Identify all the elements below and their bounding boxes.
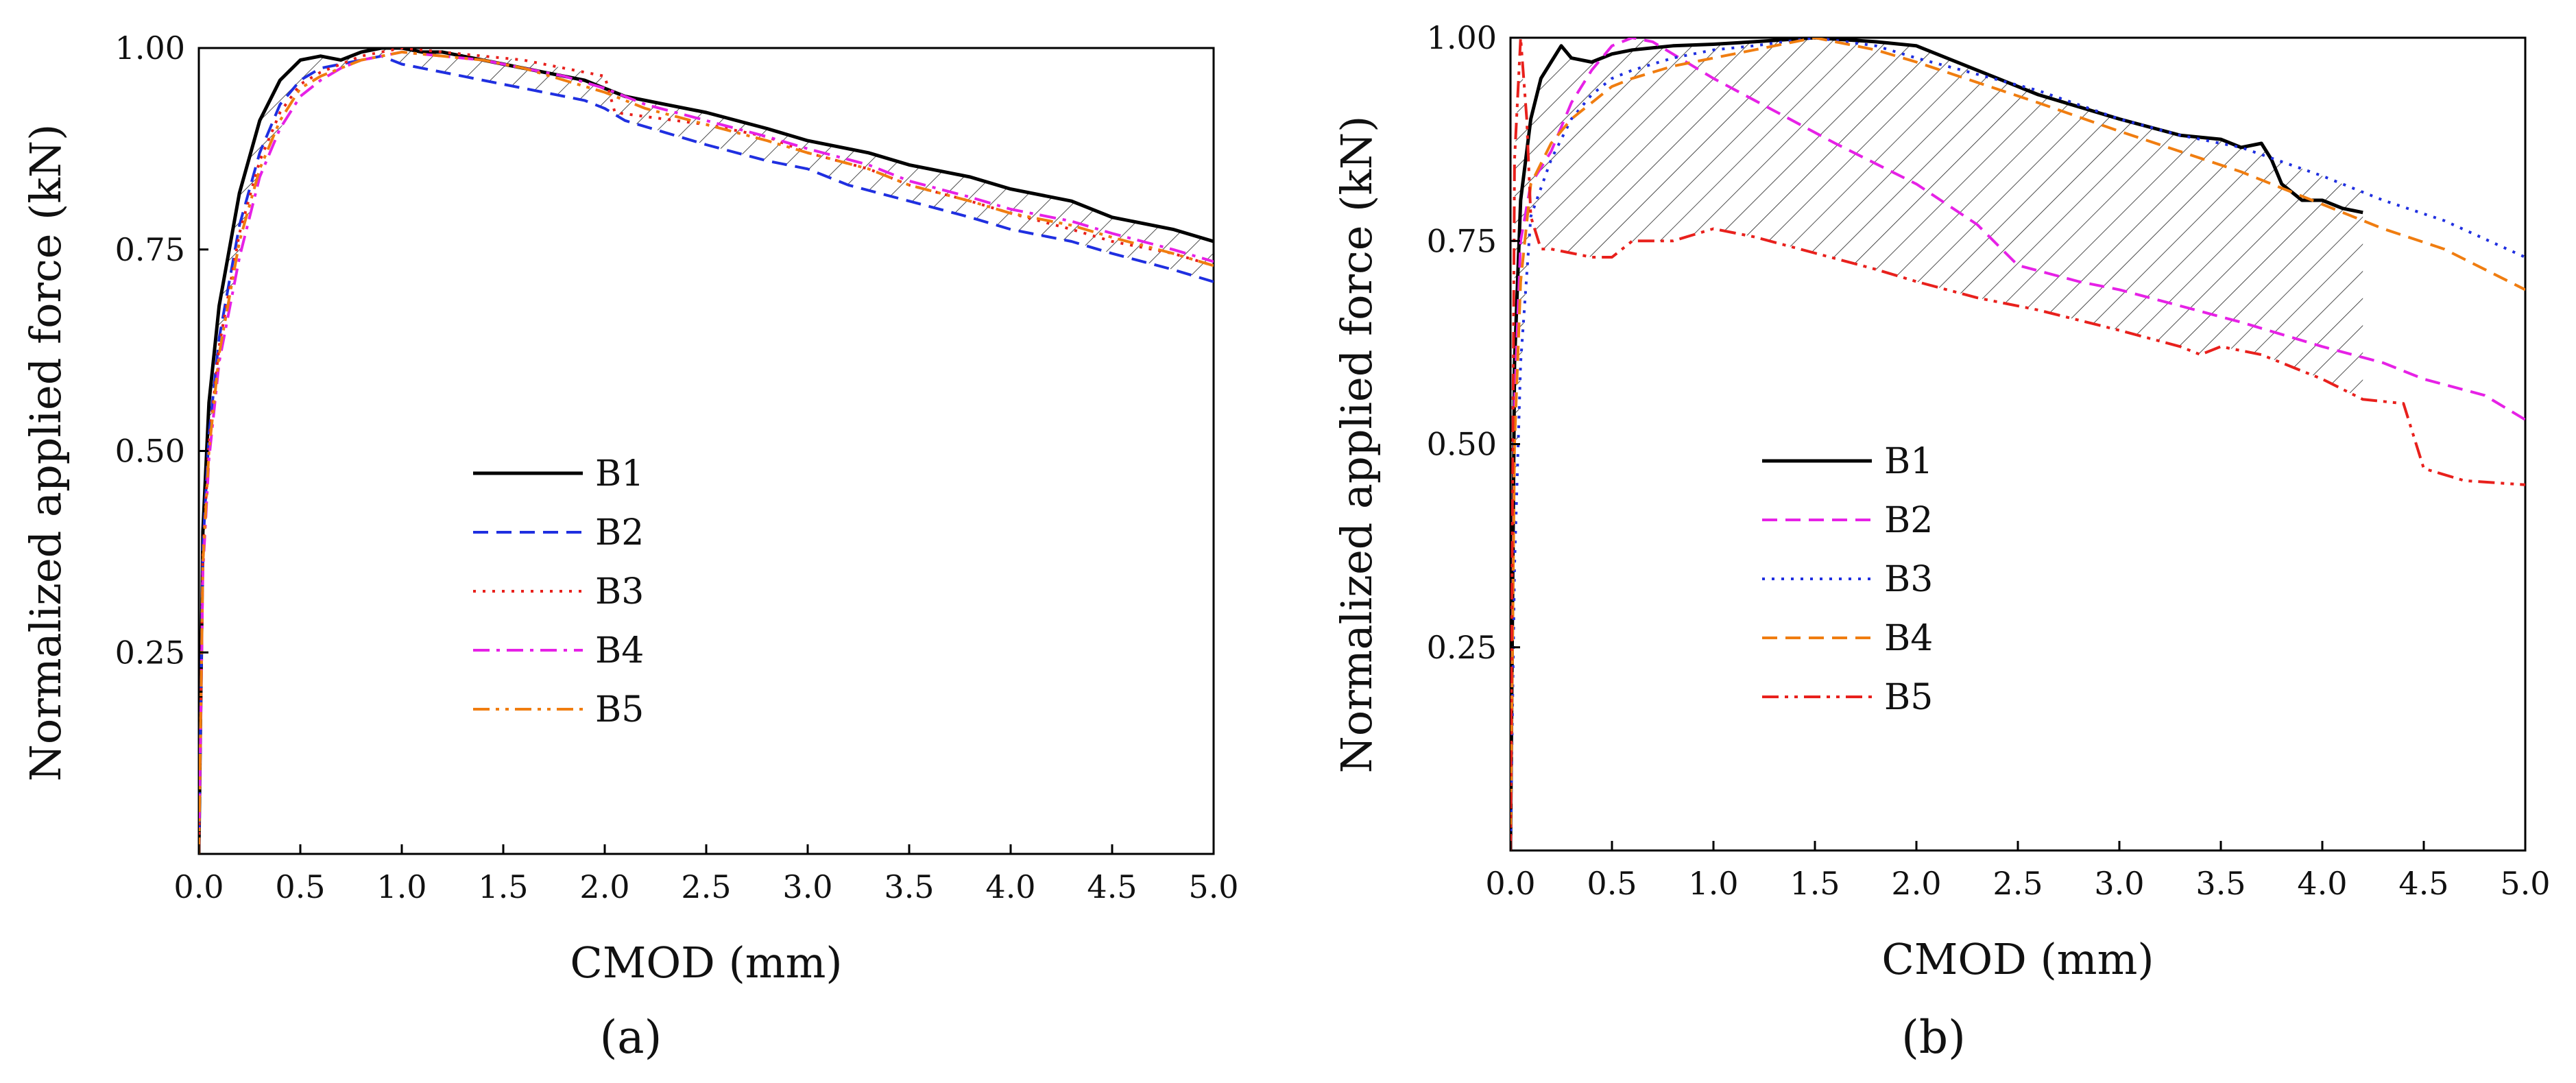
legend-label-b4: B4 — [1884, 618, 1933, 659]
y-axis-title-a: Normalized applied force (kN) — [21, 124, 71, 782]
x-tick-label: 4.0 — [2297, 865, 2347, 902]
x-tick-label: 0.5 — [1587, 865, 1637, 902]
legend-label-b5: B5 — [1884, 677, 1933, 718]
x-tick-label: 2.0 — [579, 868, 629, 905]
legend-a: B1 B2 B3 B4 B5 — [473, 453, 644, 730]
y-ticks-b: 0.25 0.50 0.75 1.00 — [1427, 19, 1520, 666]
caption-a: (a) — [600, 1011, 662, 1064]
x-axis-title-a: CMOD (mm) — [570, 938, 842, 988]
x-tick-label: 1.0 — [1688, 865, 1738, 902]
x-tick-label: 4.0 — [985, 868, 1035, 905]
y-tick-label: 1.00 — [115, 29, 185, 67]
x-tick-label: 5.0 — [1188, 868, 1238, 905]
x-tick-label: 3.5 — [884, 868, 934, 905]
y-tick-label: 0.75 — [115, 231, 185, 268]
legend-label-b1: B1 — [595, 453, 644, 495]
caption-b: (b) — [1901, 1011, 1966, 1064]
y-tick-label: 1.00 — [1427, 19, 1497, 56]
x-tick-label: 0.0 — [173, 868, 224, 905]
series-line-b4 — [199, 50, 1214, 854]
y-tick-label: 0.50 — [1427, 426, 1497, 463]
x-tick-label: 3.5 — [2195, 865, 2246, 902]
x-tick-label: 4.5 — [2398, 865, 2448, 902]
x-tick-label: 3.0 — [2094, 865, 2144, 902]
y-ticks-a: 0.25 0.50 0.75 1.00 — [115, 29, 208, 671]
y-tick-label: 0.75 — [1427, 222, 1497, 259]
series-line-b5 — [1510, 38, 2525, 850]
y-tick-label: 0.25 — [115, 634, 185, 671]
series-line-b4 — [1510, 38, 2525, 850]
x-tick-label: 0.5 — [275, 868, 325, 905]
legend-label-b4: B4 — [595, 630, 644, 671]
series-lines-a — [199, 48, 1214, 854]
series-line-b2 — [199, 54, 1214, 854]
x-tick-label: 4.5 — [1087, 868, 1137, 905]
y-axis-title-b: Normalized applied force (kN) — [1332, 116, 1382, 774]
x-axis-title-b: CMOD (mm) — [1881, 934, 2154, 984]
series-lines-b — [1510, 38, 2525, 850]
x-tick-label: 1.5 — [1790, 865, 1840, 902]
panel-a: 0.0 0.5 1.0 1.5 2.0 2.5 3.0 3.5 4.0 4.5 5.0 0.250.… — [21, 29, 1239, 1064]
legend-label-b2: B2 — [1884, 500, 1933, 541]
legend-label-b3: B3 — [1884, 559, 1933, 600]
legend-label-b3: B3 — [595, 571, 644, 612]
x-ticks-a: 0.0 0.5 1.0 1.5 2.0 2.5 3.0 3.5 4.0 4.5 5.0 — [173, 844, 1239, 905]
y-tick-label: 0.25 — [1427, 629, 1497, 666]
series-line-b5 — [199, 50, 1214, 854]
x-tick-label: 5.0 — [2500, 865, 2550, 902]
y-tick-label: 0.50 — [115, 433, 185, 470]
hatched-envelope-a — [202, 48, 1214, 572]
x-tick-label: 1.0 — [376, 868, 426, 905]
series-line-b3 — [1510, 38, 2525, 850]
x-tick-label: 0.0 — [1485, 865, 1535, 902]
panel-b: 0.0 0.5 1.0 1.5 2.0 2.5 3.0 3.5 4.0 4.5 5.0 0.250.… — [1332, 19, 2551, 1064]
x-ticks-b: 0.0 0.5 1.0 1.5 2.0 2.5 3.0 3.5 4.0 4.5 5.0 — [1485, 841, 2551, 902]
series-line-b1 — [1510, 38, 2363, 850]
legend-label-b1: B1 — [1884, 441, 1933, 482]
legend-label-b5: B5 — [595, 689, 644, 730]
legend-b: B1 B2 B3 B4 B5 — [1762, 441, 1933, 718]
series-line-b2 — [1510, 38, 2525, 850]
hatched-envelope-b — [1514, 38, 2363, 567]
x-tick-label: 3.0 — [782, 868, 832, 905]
x-tick-label: 2.0 — [1891, 865, 1941, 902]
x-tick-label: 2.5 — [1993, 865, 2043, 902]
legend-label-b2: B2 — [595, 512, 644, 554]
plot-area-a — [197, 47, 1215, 855]
x-tick-label: 2.5 — [681, 868, 731, 905]
x-tick-label: 1.5 — [478, 868, 528, 905]
